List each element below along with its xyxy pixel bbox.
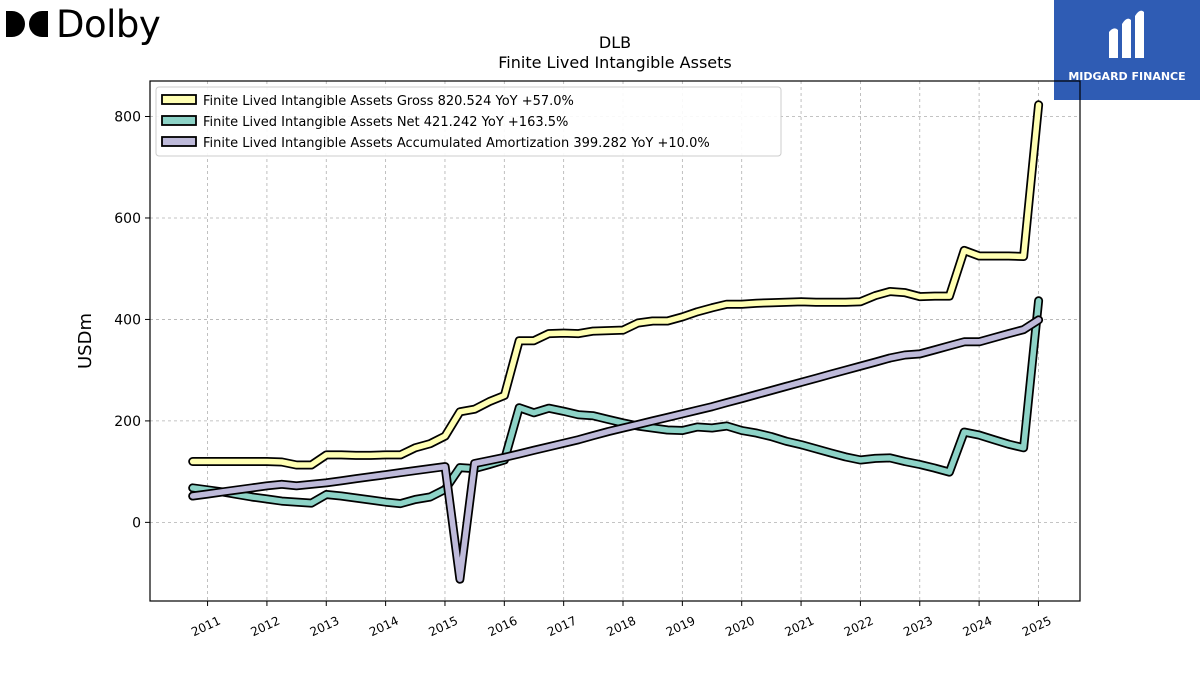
legend-swatch	[161, 136, 197, 147]
y-axis-label: USDm	[75, 313, 96, 369]
dolby-double-d-icon	[6, 11, 48, 37]
midgard-finance-logo: MIDGARD FINANCE	[1054, 0, 1200, 100]
legend-label: Finite Lived Intangible Assets Net 421.2…	[203, 115, 568, 130]
series-line-2	[189, 317, 1042, 582]
series-outline-2	[188, 315, 1044, 584]
x-tick-label: 2019	[664, 614, 698, 640]
legend-label: Finite Lived Intangible Assets Accumulat…	[203, 136, 710, 151]
y-tick-label: 0	[132, 515, 141, 531]
x-tick-label: 2014	[367, 614, 401, 640]
y-tick-label: 400	[114, 312, 141, 328]
y-tick-label: 600	[114, 211, 141, 227]
x-tick-label: 2017	[545, 614, 579, 640]
x-tick-label: 2015	[426, 614, 460, 640]
series-line-0	[189, 102, 1042, 468]
x-tick-label: 2018	[605, 614, 639, 640]
dolby-logo: Dolby	[4, 2, 161, 46]
plot-frame	[149, 80, 1081, 602]
legend-box	[155, 86, 782, 157]
x-tick-label: 2013	[308, 614, 342, 640]
y-tick-label: 800	[114, 110, 141, 126]
x-tick-label: 2020	[723, 614, 757, 640]
legend-swatch	[161, 115, 197, 126]
midgard-m-icon	[1109, 10, 1144, 59]
brand-name: Dolby	[56, 2, 161, 46]
series-line-1	[189, 297, 1042, 507]
x-tick-label: 2011	[189, 614, 223, 640]
x-tick-label: 2023	[901, 614, 935, 640]
legend-label: Finite Lived Intangible Assets Gross 820…	[203, 94, 574, 109]
grid-lines	[150, 81, 1080, 601]
x-tick-label: 2021	[783, 614, 817, 640]
x-tick-label: 2022	[842, 614, 876, 640]
series-outline-0	[188, 100, 1044, 470]
x-tick-label: 2016	[486, 614, 520, 640]
badge-label: MIDGARD FINANCE	[1068, 70, 1186, 83]
legend-swatch	[161, 94, 197, 105]
x-tick-label: 2012	[248, 614, 282, 640]
x-tick-label: 2025	[1020, 614, 1054, 640]
x-tick-label: 2024	[961, 614, 995, 640]
y-tick-label: 200	[114, 414, 141, 430]
chart-title: DLB	[598, 33, 632, 52]
legend: Finite Lived Intangible Assets Gross 820…	[155, 86, 782, 157]
chart-subtitle: Finite Lived Intangible Assets	[498, 53, 732, 72]
